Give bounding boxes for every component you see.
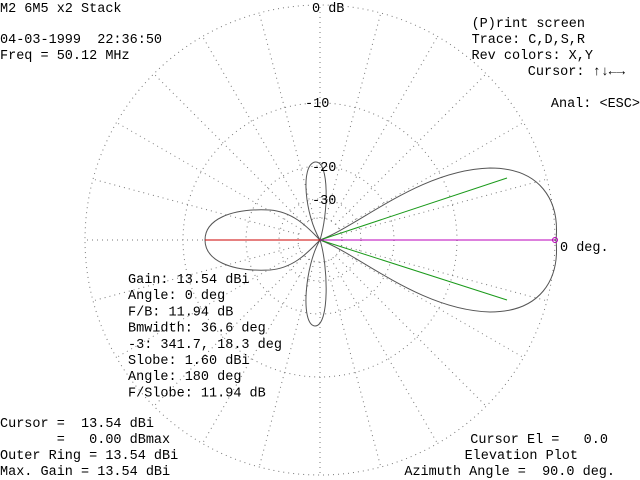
radial [92, 245, 299, 302]
cursor-marker [552, 237, 558, 243]
menu-item: Anal: <ESC> [551, 97, 640, 112]
menu-item: Rev colors: X,Y [471, 49, 593, 64]
status-left: Cursor = 13.54 dBi [0, 417, 154, 432]
analysis-line: Slobe: 1.60 dBi [128, 354, 250, 369]
analysis-line: -3: 341.7, 18.3 deg [128, 338, 282, 353]
radial [116, 122, 302, 230]
angle-label: 0 deg. [560, 241, 609, 256]
radial [325, 261, 382, 468]
beamwidth-line [319, 177, 508, 241]
ring-label: -20 [312, 161, 336, 176]
ring-label: -10 [305, 97, 329, 112]
radial [338, 250, 524, 358]
frequency: Freq = 50.12 MHz [0, 49, 130, 64]
radial [92, 178, 299, 235]
beamwidth-line [319, 239, 508, 301]
analysis-line: Angle: 0 deg [128, 289, 225, 304]
datetime: 04-03-1999 22:36:50 [0, 33, 162, 48]
status-right: Cursor El = 0.0 [470, 433, 608, 448]
radial [258, 261, 315, 468]
analysis-line: Bmwidth: 36.6 deg [128, 322, 266, 337]
radial [258, 12, 315, 219]
side-lobe [305, 161, 327, 242]
side-lobe [305, 238, 327, 327]
status-left: Outer Ring = 13.54 dBi [0, 449, 178, 464]
pattern [204, 161, 557, 327]
status-right: Elevation Plot [465, 449, 578, 464]
radial [338, 122, 524, 230]
title: M2 6M5 x2 Stack [0, 2, 122, 17]
radial [116, 250, 302, 358]
menu-item: Cursor: ↑↓←→ [528, 65, 626, 80]
status-left: = 0.00 dBmax [0, 433, 170, 448]
analysis-line: Gain: 13.54 dBi [128, 273, 250, 288]
menu-item: Trace: C,D,S,R [472, 33, 585, 48]
ring-label: -30 [312, 194, 336, 209]
analysis-line: Angle: 180 deg [128, 370, 241, 385]
radial [341, 245, 548, 302]
radial [335, 255, 487, 407]
radial [153, 73, 305, 225]
radial [330, 258, 438, 444]
ring-label: 0 dB [312, 2, 344, 17]
main-lobe [318, 167, 557, 313]
analysis-line: F/B: 11.94 dB [128, 305, 233, 320]
radial [325, 12, 382, 219]
radial [341, 178, 548, 235]
radial [153, 255, 305, 407]
menu-item: (P)rint screen [472, 17, 585, 32]
radial [335, 73, 487, 225]
radial [330, 36, 438, 222]
status-left: Max. Gain = 13.54 dBi [0, 465, 170, 480]
status-right: Azimuth Angle = 90.0 deg. [404, 465, 615, 480]
analysis-line: F/Slobe: 11.94 dB [128, 386, 266, 401]
radial [202, 36, 310, 222]
radial [202, 258, 310, 444]
